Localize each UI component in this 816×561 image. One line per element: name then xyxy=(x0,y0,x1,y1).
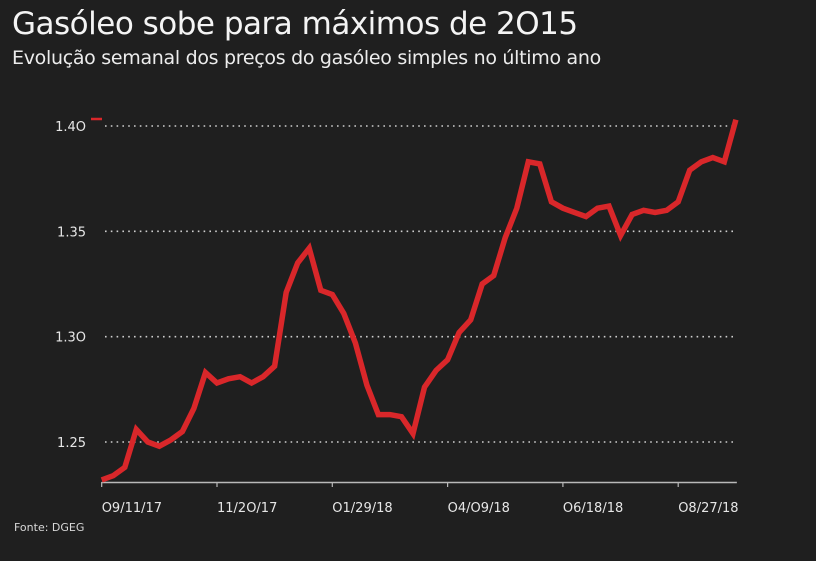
x-tick-label: 11/2O/17 xyxy=(217,501,277,516)
x-tick-label: O9/11/17 xyxy=(102,501,162,516)
x-tick-label: O4/O9/18 xyxy=(448,501,510,516)
series-line xyxy=(100,118,739,483)
x-tick-label: O1/29/18 xyxy=(332,501,392,516)
series-layer xyxy=(91,117,739,483)
y-tick-label: 1.4O xyxy=(55,120,86,135)
y-tick-label: 1.35 xyxy=(57,225,86,240)
x-axis: O9/11/17 11/2O/17 O1/29/18 O4/O9/18 O6/18/18… xyxy=(101,481,739,516)
y-tick-label: 1.3O xyxy=(55,331,86,346)
y-tick-label: 1.25 xyxy=(57,436,86,451)
source-note: Fonte: DGEG xyxy=(14,521,85,534)
chart-title: Gasóleo sobe para máximos de 2O15 xyxy=(12,6,578,42)
x-tick-label: O6/18/18 xyxy=(563,501,623,516)
x-tick-label: O8/27/18 xyxy=(678,501,738,516)
y-axis-ticks: 1.4O 1.35 1.3O 1.25 xyxy=(55,120,86,451)
gridlines xyxy=(105,125,733,443)
chart-subtitle: Evolução semanal dos preços do gasóleo s… xyxy=(12,47,601,69)
